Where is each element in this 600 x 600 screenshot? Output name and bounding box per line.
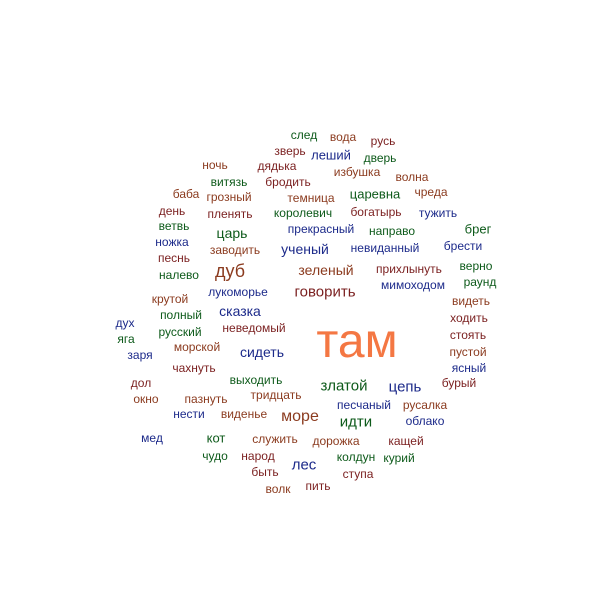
cloud-word: леший [311,147,351,163]
cloud-word: быть [251,465,279,479]
cloud-word: златой [320,377,368,395]
cloud-word: народ [241,449,275,463]
cloud-word: мимоходом [381,278,445,292]
cloud-word: песчаный [337,398,391,412]
cloud-word: служить [252,432,298,446]
cloud-word: ясный [451,361,487,375]
cloud-word: облако [405,414,445,428]
cloud-word: зеленый [298,262,354,278]
cloud-word: волна [395,170,429,184]
cloud-word: там [316,315,398,368]
cloud-word: ученый [281,241,329,257]
cloud-word: заводить [209,243,261,257]
cloud-word: ночь [202,158,228,172]
cloud-word: русский [158,325,202,339]
cloud-word: стоять [449,328,487,342]
cloud-word: море [281,408,319,425]
cloud-word: морской [173,340,221,354]
cloud-word: колдун [336,450,376,464]
cloud-word: баба [172,187,200,201]
cloud-word: день [158,204,186,218]
cloud-word: прихлынуть [376,262,442,276]
cloud-word: лес [291,456,317,474]
cloud-word: видеть [451,294,491,308]
cloud-word: дядька [257,159,297,173]
cloud-word: тридцать [250,388,302,402]
cloud-word: тужить [418,206,458,220]
cloud-word: налево [159,268,199,282]
cloud-word: чахнуть [172,361,216,375]
cloud-word: пустой [449,345,487,359]
cloud-word: пить [305,479,331,493]
cloud-word: кот [206,430,226,446]
cloud-word: вода [329,130,357,144]
cloud-word: брести [443,239,483,253]
cloud-word: раунд [463,275,497,289]
cloud-word: бурый [441,376,477,390]
cloud-word: царь [216,225,248,241]
cloud-word: ходить [450,311,488,325]
cloud-word: бродить [265,175,311,189]
cloud-word: темница [287,191,335,205]
cloud-word: окно [133,392,159,406]
cloud-word: мед [141,431,163,445]
cloud-word: богатырь [350,205,402,219]
cloud-word: королевич [273,206,333,220]
cloud-word: след [290,128,318,142]
cloud-word: царевна [349,186,401,202]
cloud-word: виденье [220,407,268,421]
cloud-word: кащей [388,434,424,448]
cloud-word: дуб [214,261,246,281]
cloud-word: яга [117,332,135,346]
cloud-word: курий [383,451,415,465]
cloud-word: пазнуть [184,392,228,406]
cloud-word: избушка [333,165,381,179]
cloud-word: грозный [206,190,252,204]
cloud-word: песнь [157,251,191,265]
cloud-word: цепь [388,378,422,396]
cloud-word: витязь [210,175,248,189]
cloud-word: полный [160,308,202,322]
cloud-word: сидеть [239,344,285,360]
cloud-word: дверь [363,151,397,165]
cloud-word: идти [339,413,373,431]
cloud-word: чреда [414,185,448,199]
cloud-word: крутой [151,292,189,306]
cloud-word: нести [173,407,205,421]
cloud-word: ножка [155,235,189,249]
cloud-word: говорить [294,283,356,301]
cloud-word: волк [265,482,291,496]
cloud-word: ступа [342,467,374,481]
cloud-word: лукоморье [208,285,268,299]
cloud-word: брег [464,221,492,237]
cloud-word: чудо [202,449,228,463]
cloud-word: заря [127,348,153,362]
cloud-word: русь [370,134,396,148]
cloud-word: дорожка [312,434,360,448]
cloud-word: выходить [229,373,283,387]
cloud-word: прекрасный [287,222,355,236]
cloud-word: дол [130,376,152,390]
cloud-word: неведомый [222,321,286,335]
cloud-word: ветвь [158,219,190,233]
cloud-word: русалка [402,398,448,412]
cloud-word: сказка [219,303,261,319]
cloud-word: направо [368,224,416,238]
cloud-word: невиданный [350,241,420,255]
cloud-word: верно [459,259,493,273]
cloud-word: пленять [207,207,253,221]
cloud-word: зверь [274,144,306,158]
cloud-word: дух [115,316,135,330]
